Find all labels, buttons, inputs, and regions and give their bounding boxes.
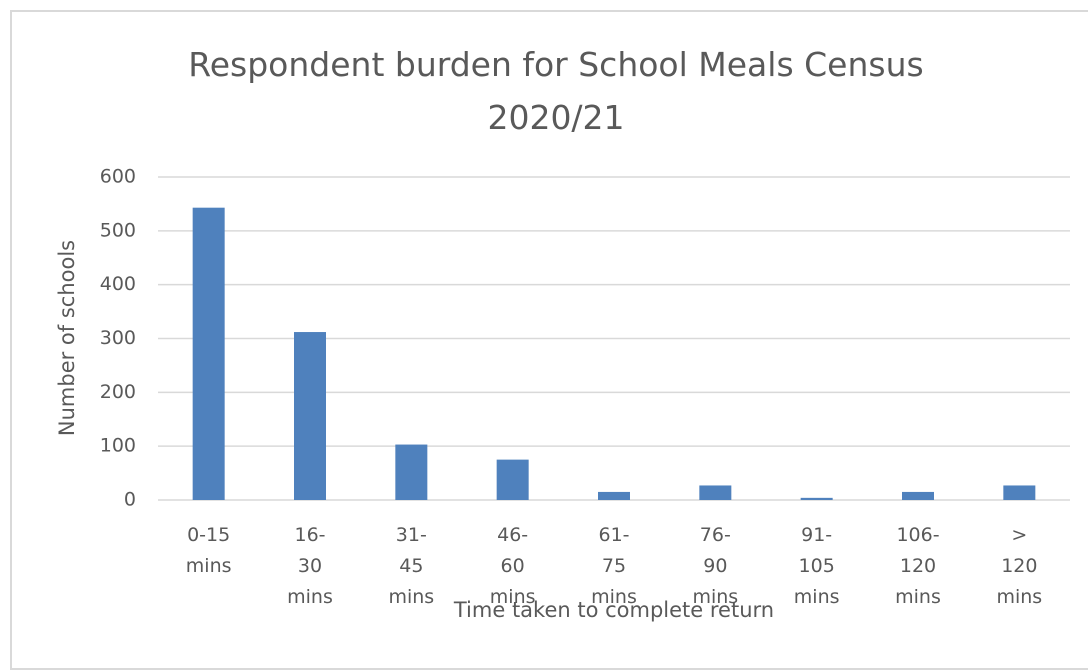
bar [496,459,529,500]
x-tick-label: 61-75 mins [591,524,637,608]
x-tick-label: 76-90 mins [692,524,739,608]
x-tick-label: 91-105 mins [793,524,840,608]
bar [395,444,428,500]
y-tick-label: 300 [100,327,136,349]
x-axis-title: Time taken to complete return [453,598,775,622]
bar [800,497,833,500]
bar [1003,485,1036,500]
x-tick-label: 106-120 mins [895,524,941,608]
y-tick-label: 500 [100,219,136,241]
y-axis-title: Number of schools [55,240,79,436]
chart-title: Respondent burden for School Meals Censu… [188,45,924,137]
x-tick-label: 46-60 mins [489,524,536,608]
y-tick-label: 600 [100,166,136,188]
x-tick-label: 31-45 mins [388,524,435,608]
x-tick-label: > 120 mins [996,524,1043,608]
y-tick-label: 400 [100,273,136,295]
y-tick-label: 100 [100,435,136,457]
bar [699,485,732,500]
bar [902,491,934,500]
bar [294,332,326,500]
y-tick-label: 200 [100,381,136,403]
x-tick-label: 0-15 mins [185,524,232,577]
bar [192,207,225,500]
x-tick-label: 16-30 mins [287,524,333,608]
y-tick-label: 0 [124,489,136,511]
bar [598,491,630,500]
